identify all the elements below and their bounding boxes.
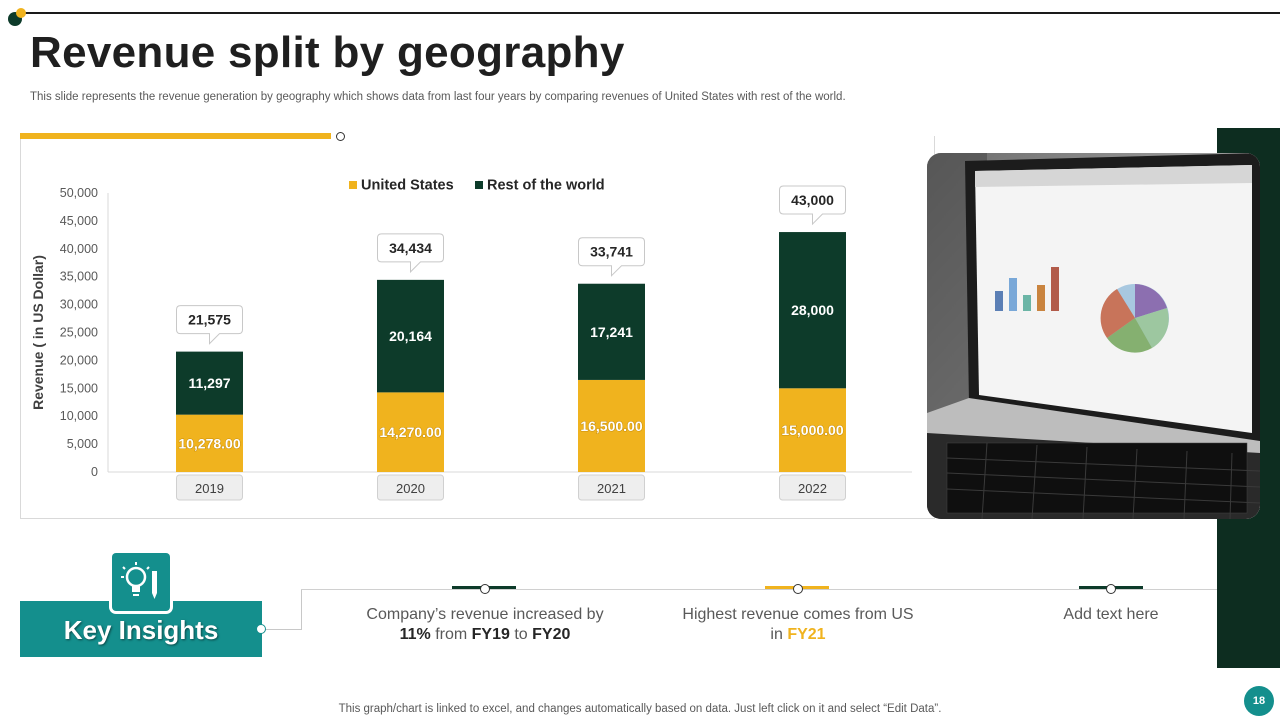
y-axis-title: Revenue ( in US Dollar) [30,255,46,410]
legend-swatch [475,181,483,189]
y-tick-label: 40,000 [60,242,98,256]
category-pill [779,474,846,501]
footer-note: This graph/chart is linked to excel, and… [338,703,942,715]
data-label: 28,000 [791,302,834,318]
y-tick-label: 10,000 [60,409,98,423]
bar-segment [578,379,645,472]
total-callout [377,233,444,274]
page-subtitle: This slide represents the revenue genera… [30,91,846,103]
data-label: 10,278.00 [178,435,240,451]
total-label: 43,000 [791,192,834,208]
bar-segment [578,283,645,380]
data-label: 16,500.00 [580,418,642,434]
y-tick-label: 50,000 [60,186,98,200]
legend-swatch [349,181,357,189]
category-pill [377,474,444,501]
insight-1-dot [480,584,490,594]
connector-line [301,589,302,630]
y-tick-label: 35,000 [60,270,98,284]
data-label: 14,270.00 [379,424,441,440]
stacked-bar-chart[interactable]: 0 5,000 10,000 15,000 20,000 25,000 30,000 35,0… [20,140,920,515]
data-label: 15,000.00 [781,422,843,438]
y-tick-label: 0 [91,465,98,479]
top-rule [20,12,1280,14]
page-number: 18 [1244,686,1274,716]
insight-3-dot [1106,584,1116,594]
x-tick-label: 2019 [195,481,224,496]
y-tick-label: 15,000 [60,381,98,395]
data-label: 20,164 [389,328,432,344]
insight-2-text: Highest revenue comes from US in FY21 [682,606,914,643]
total-callout [578,237,645,277]
total-callout [176,305,243,345]
insight-3-text: Add text here [1063,606,1159,623]
bar-segment [779,232,846,389]
logo-dots [6,6,28,28]
y-tick-label: 20,000 [60,353,98,367]
laptop-photo [927,153,1260,519]
bar-segment [176,351,243,415]
data-label: 11,297 [188,375,230,391]
page-title: Revenue split by geography [30,28,625,77]
x-tick-label: 2022 [798,481,827,496]
accent-bar [20,133,331,139]
category-pill [578,474,645,501]
bar-segment [377,279,444,393]
connector-line [301,589,1217,590]
bar-segment [779,388,846,472]
total-label: 34,434 [389,240,432,256]
x-tick-label: 2021 [597,481,626,496]
total-callout [779,185,846,226]
y-tick-label: 5,000 [67,437,98,451]
connector-dot [256,624,266,634]
insight-1-text: Company’s revenue increased by 11% from … [366,606,604,643]
x-tick-label: 2020 [396,481,425,496]
connector-line [264,629,302,630]
data-label: 17,241 [590,324,633,340]
insight-2-dot [793,584,803,594]
bar-segment [377,392,444,472]
total-label: 21,575 [188,312,231,328]
category-pill [176,474,243,501]
legend-label: United States [361,178,454,194]
y-tick-label: 25,000 [60,326,98,340]
y-tick-label: 45,000 [60,214,98,228]
accent-dot [336,132,345,141]
bar-segment [176,414,243,472]
total-label: 33,741 [590,244,633,260]
y-tick-label: 30,000 [60,298,98,312]
bulb-pencil-icon [112,553,170,611]
legend-label: Rest of the world [487,178,605,194]
